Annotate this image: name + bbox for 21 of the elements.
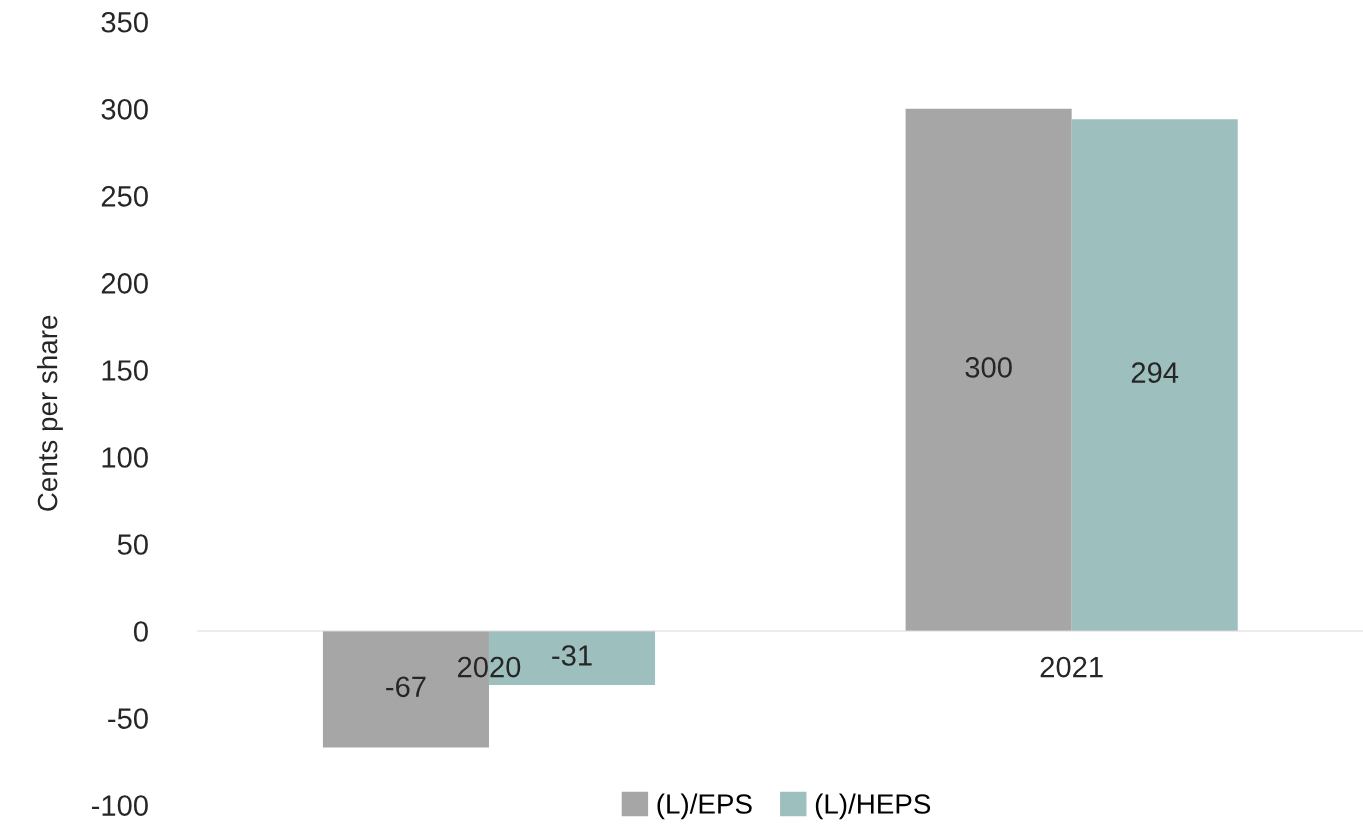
y-tick-label: 250 (101, 186, 148, 207)
y-tick-label: 50 (117, 534, 148, 555)
y-tick-label: 0 (133, 621, 148, 642)
bar (1071, 119, 1238, 631)
x-tick-label: 2021 (1040, 656, 1103, 678)
legend-label: (L)/HEPS (815, 793, 931, 820)
y-tick-label: 200 (101, 273, 148, 294)
y-tick-label: 350 (101, 11, 148, 33)
data-label: -31 (552, 645, 592, 666)
y-axis-title: Cents per share (36, 315, 63, 511)
y-tick-label: 100 (102, 447, 148, 468)
y-tick-label: 150 (102, 360, 148, 381)
legend-label: (L)/EPS (657, 793, 752, 820)
bar (905, 108, 1072, 631)
data-label: 300 (965, 357, 1012, 378)
data-label: -67 (386, 676, 426, 698)
x-tick-label: 2020 (458, 656, 521, 678)
y-tick-label: -100 (91, 795, 148, 816)
y-tick-label: -50 (108, 708, 148, 729)
y-tick-label: 300 (101, 98, 148, 120)
data-label: 294 (1131, 362, 1179, 383)
